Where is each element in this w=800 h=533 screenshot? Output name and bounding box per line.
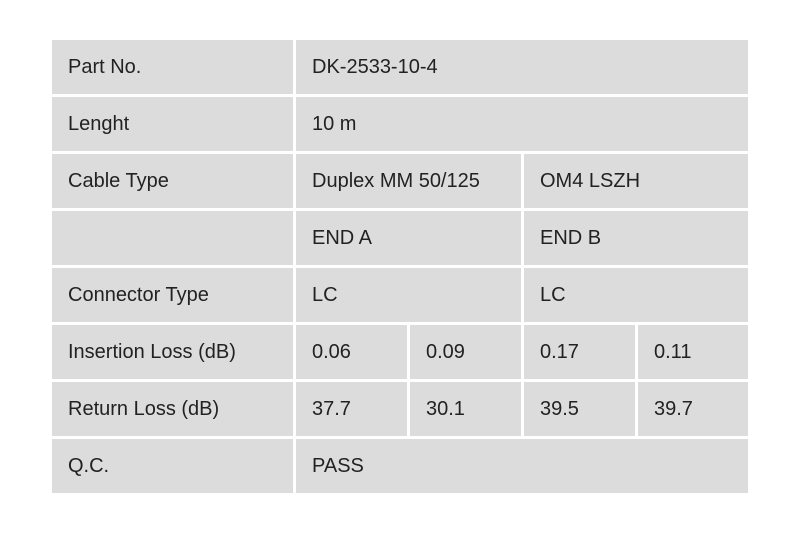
- return-loss-value: 30.1: [410, 382, 521, 436]
- return-loss-label: Return Loss (dB): [52, 382, 293, 436]
- ends-label: [52, 211, 293, 265]
- end-a-header: END A: [296, 211, 521, 265]
- return-loss-value: 39.7: [638, 382, 748, 436]
- cable-type-value-b: OM4 LSZH: [524, 154, 748, 208]
- qc-value: PASS: [296, 439, 748, 493]
- insertion-loss-value: 0.09: [410, 325, 521, 379]
- return-loss-value: 37.7: [296, 382, 407, 436]
- insertion-loss-value: 0.11: [638, 325, 748, 379]
- spec-table: Part No. DK-2533-10-4 Lenght 10 m Cable …: [52, 40, 748, 493]
- cable-type-value-a: Duplex MM 50/125: [296, 154, 521, 208]
- connector-type-label: Connector Type: [52, 268, 293, 322]
- length-value: 10 m: [296, 97, 748, 151]
- part-no-label: Part No.: [52, 40, 293, 94]
- return-loss-value: 39.5: [524, 382, 635, 436]
- cable-type-label: Cable Type: [52, 154, 293, 208]
- length-label: Lenght: [52, 97, 293, 151]
- part-no-value: DK-2533-10-4: [296, 40, 748, 94]
- insertion-loss-value: 0.17: [524, 325, 635, 379]
- connector-type-end-a: LC: [296, 268, 521, 322]
- insertion-loss-value: 0.06: [296, 325, 407, 379]
- qc-label: Q.C.: [52, 439, 293, 493]
- connector-type-end-b: LC: [524, 268, 748, 322]
- insertion-loss-label: Insertion Loss (dB): [52, 325, 293, 379]
- end-b-header: END B: [524, 211, 748, 265]
